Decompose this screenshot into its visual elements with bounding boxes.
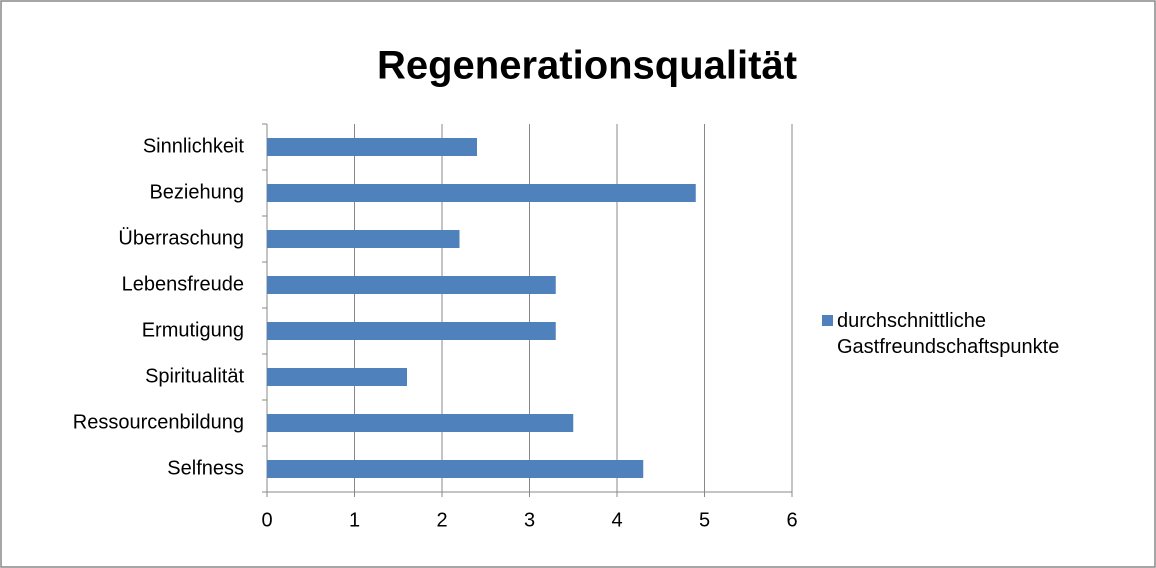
x-tick-label: 6 <box>786 509 797 531</box>
y-tick-label: Spiritualität <box>145 365 244 387</box>
chart-title: Regenerationsqualität <box>377 44 797 88</box>
y-tick-label: Ermutigung <box>142 319 244 341</box>
bar <box>267 368 407 386</box>
x-tick-label: 5 <box>699 509 710 531</box>
x-tick-label: 1 <box>349 509 360 531</box>
bar <box>267 460 644 478</box>
bar <box>267 138 477 156</box>
x-tick-label: 3 <box>524 509 535 531</box>
legend: durchschnittliche Gastfreundschaftspunkt… <box>822 308 1059 360</box>
y-tick-label: Ressourcenbildung <box>73 411 244 433</box>
bar <box>267 184 696 202</box>
legend-label: durchschnittliche Gastfreundschaftspunkt… <box>837 310 1060 358</box>
x-tick-label: 0 <box>261 509 272 531</box>
y-tick-label: Überraschung <box>118 227 244 249</box>
y-tick-label: Sinnlichkeit <box>143 135 245 157</box>
x-tick-label: 2 <box>436 509 447 531</box>
bar <box>267 276 556 294</box>
y-tick-label: Selfness <box>167 457 244 479</box>
bar <box>267 230 460 248</box>
bar <box>267 322 556 340</box>
y-tick-label: Beziehung <box>149 181 244 203</box>
x-tick-label: 4 <box>611 509 622 531</box>
bar <box>267 414 574 432</box>
legend-swatch <box>822 315 833 326</box>
y-tick-label: Lebensfreude <box>122 273 244 295</box>
